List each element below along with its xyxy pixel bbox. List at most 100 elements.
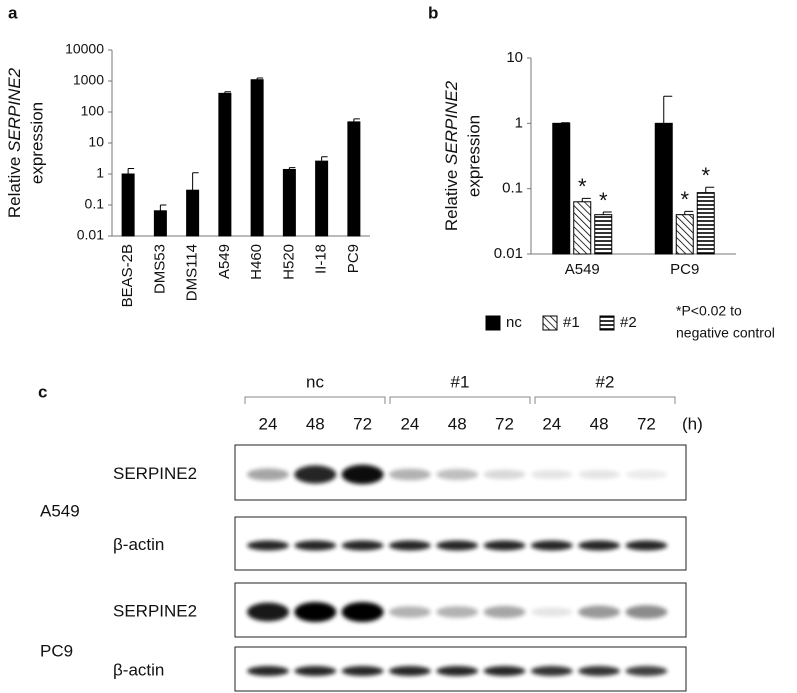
bar — [654, 122, 673, 255]
row-label: β-actin — [113, 535, 164, 554]
band — [341, 602, 384, 622]
band — [247, 540, 289, 551]
group-label: #2 — [596, 372, 615, 391]
significance-mark: * — [599, 188, 608, 213]
band — [294, 465, 337, 484]
band — [578, 666, 621, 676]
x-tick-label: H460 — [248, 244, 265, 280]
group-label: #1 — [451, 372, 470, 391]
x-tick-label: PC9 — [670, 261, 699, 278]
band — [436, 666, 479, 676]
error-bar — [663, 95, 673, 124]
y-tick-label: 10000 — [65, 41, 104, 57]
band — [530, 607, 573, 617]
bar — [250, 79, 264, 237]
error-bar — [321, 156, 328, 162]
x-tick-label: PC9 — [345, 244, 362, 273]
bar — [153, 210, 167, 237]
y-tick-label: 0.01 — [494, 245, 523, 262]
x-tick-label: A549 — [216, 244, 233, 279]
bar — [347, 121, 361, 237]
x-tick-label: BEAS-2B — [119, 244, 136, 307]
y-axis-label: expression — [27, 102, 46, 184]
y-axis-label: expression — [464, 115, 483, 197]
group-bracket — [389, 396, 531, 404]
row-label: SERPINE2 — [113, 601, 197, 620]
band — [530, 469, 573, 480]
band — [483, 469, 526, 480]
y-tick-label: 0.1 — [85, 196, 105, 212]
band — [341, 464, 384, 485]
panel-label: c — [38, 382, 47, 401]
time-label: 48 — [448, 414, 467, 433]
error-bar — [256, 77, 264, 80]
error-bar — [288, 167, 296, 170]
bar — [696, 192, 715, 255]
group-bracket — [534, 396, 676, 404]
legend-swatch — [485, 315, 501, 331]
legend-label: #1 — [563, 314, 580, 331]
band — [247, 468, 289, 481]
band — [247, 666, 289, 676]
note: negative control — [676, 325, 775, 341]
error-bar — [684, 210, 694, 215]
y-tick-label: 10 — [506, 49, 523, 66]
y-tick-label: 0.01 — [77, 227, 104, 243]
band — [341, 540, 384, 551]
legend-swatch — [542, 315, 558, 331]
band — [483, 605, 526, 619]
note: *P<0.02 to — [676, 303, 742, 319]
significance-mark: * — [701, 163, 710, 188]
band — [483, 540, 526, 551]
bar — [121, 173, 135, 237]
band — [294, 602, 337, 622]
error-bar — [705, 186, 715, 193]
y-axis-label: Relative SERPINE2 — [5, 67, 24, 218]
band — [436, 469, 479, 480]
y-tick-label: 10 — [88, 134, 104, 150]
legend-label: nc — [506, 314, 522, 331]
time-label: 24 — [259, 414, 278, 433]
time-label: 24 — [400, 414, 419, 433]
band — [578, 540, 621, 551]
cell-line-label: A549 — [40, 501, 80, 520]
significance-mark: * — [680, 187, 689, 212]
band — [436, 540, 479, 551]
y-tick-label: 1 — [515, 114, 523, 131]
band — [294, 540, 337, 551]
band — [625, 666, 668, 676]
band — [294, 666, 337, 676]
time-label: 48 — [306, 414, 325, 433]
y-tick-label: 100 — [81, 103, 105, 119]
panel-label: a — [8, 3, 18, 22]
band — [388, 606, 431, 618]
group-bracket — [244, 396, 386, 404]
row-label: SERPINE2 — [113, 464, 197, 483]
band — [341, 666, 384, 676]
x-tick-label: A549 — [565, 261, 600, 278]
band — [578, 605, 621, 619]
error-bar — [127, 168, 135, 174]
error-bar — [602, 211, 612, 215]
group-label: nc — [306, 372, 324, 391]
time-label: 72 — [353, 414, 372, 433]
panel-label: b — [428, 3, 438, 22]
error-bar — [353, 118, 360, 122]
row-label: β-actin — [113, 660, 164, 679]
y-tick-label: 1000 — [73, 72, 104, 88]
error-bar — [192, 172, 199, 191]
significance-mark: * — [578, 174, 587, 199]
band — [483, 666, 526, 676]
bar — [675, 214, 694, 255]
time-unit: (h) — [682, 414, 703, 433]
band — [388, 468, 431, 481]
bar — [573, 201, 592, 255]
x-tick-label: II-18 — [313, 244, 330, 274]
bar — [594, 214, 613, 255]
band — [388, 666, 431, 676]
bar — [218, 92, 232, 237]
y-tick-label: 1 — [96, 165, 104, 181]
band — [625, 470, 668, 479]
error-bar — [581, 197, 591, 202]
